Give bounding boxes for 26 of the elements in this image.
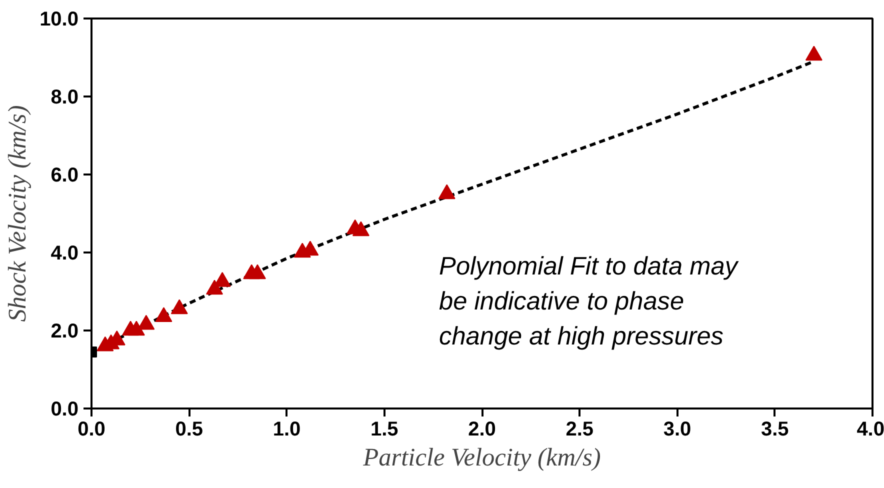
- point: [438, 184, 456, 200]
- y-tick-label: 6.0: [50, 164, 79, 186]
- point: [138, 314, 155, 330]
- x-tick-label: 0.5: [175, 418, 204, 440]
- x-tick-label: 1.0: [272, 418, 301, 440]
- point: [170, 299, 188, 314]
- y-tick-label: 2.0: [50, 320, 79, 342]
- point: [352, 221, 370, 236]
- x-tick-label: 4.0: [856, 418, 884, 440]
- point: [248, 264, 266, 280]
- point: [805, 46, 822, 61]
- x-axis-title: Particle Velocity (km/s): [362, 444, 601, 472]
- point: [128, 320, 145, 336]
- annotation: Polynomial Fit to data may be indicative to phase change at high pressures: [439, 252, 739, 350]
- y-axis-title: Shock Velocity (km/s): [4, 105, 32, 322]
- x-tick-label: 3.0: [663, 418, 692, 440]
- y-tick-label: 0.0: [50, 398, 79, 420]
- x-tick-label: 3.5: [760, 418, 789, 440]
- x-tick-label: 2.0: [468, 418, 496, 440]
- point: [155, 307, 172, 322]
- y-tick-label: 10.0: [40, 8, 79, 30]
- x-tick-label: 2.5: [566, 418, 594, 440]
- x-tick-label: 0.0: [78, 418, 106, 440]
- y-tick-label: 8.0: [50, 86, 79, 108]
- y-tick-label: 4.0: [50, 242, 79, 264]
- x-tick-label: 1.5: [370, 418, 398, 440]
